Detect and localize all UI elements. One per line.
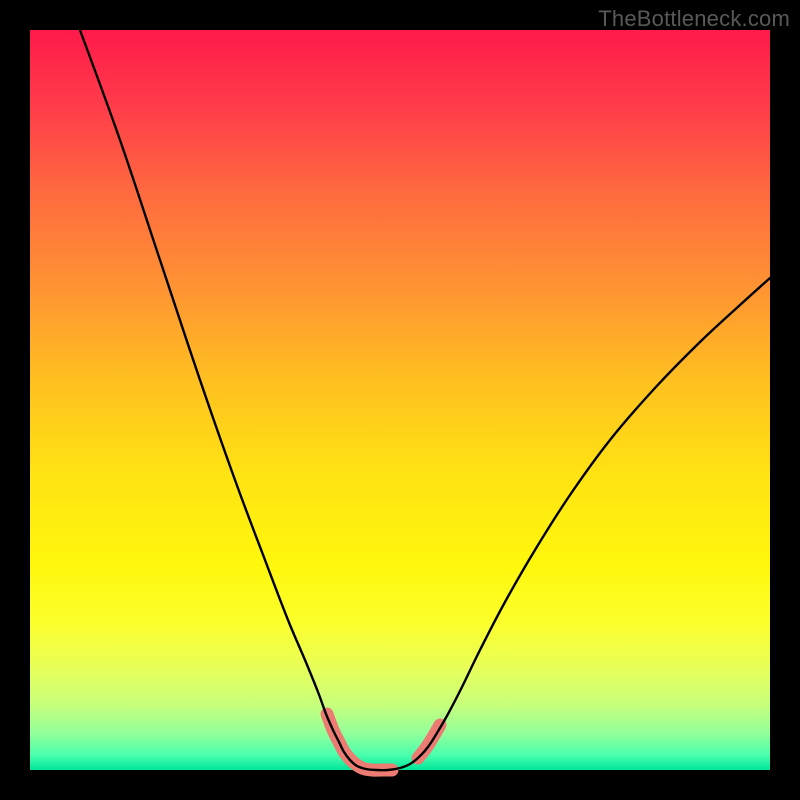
chart-canvas: TheBottleneck.com [0, 0, 800, 800]
bottleneck-curve [80, 30, 770, 770]
curve-layer [30, 30, 770, 770]
curve-marker [327, 714, 392, 770]
plot-area [30, 30, 770, 770]
watermark-text: TheBottleneck.com [598, 6, 790, 32]
